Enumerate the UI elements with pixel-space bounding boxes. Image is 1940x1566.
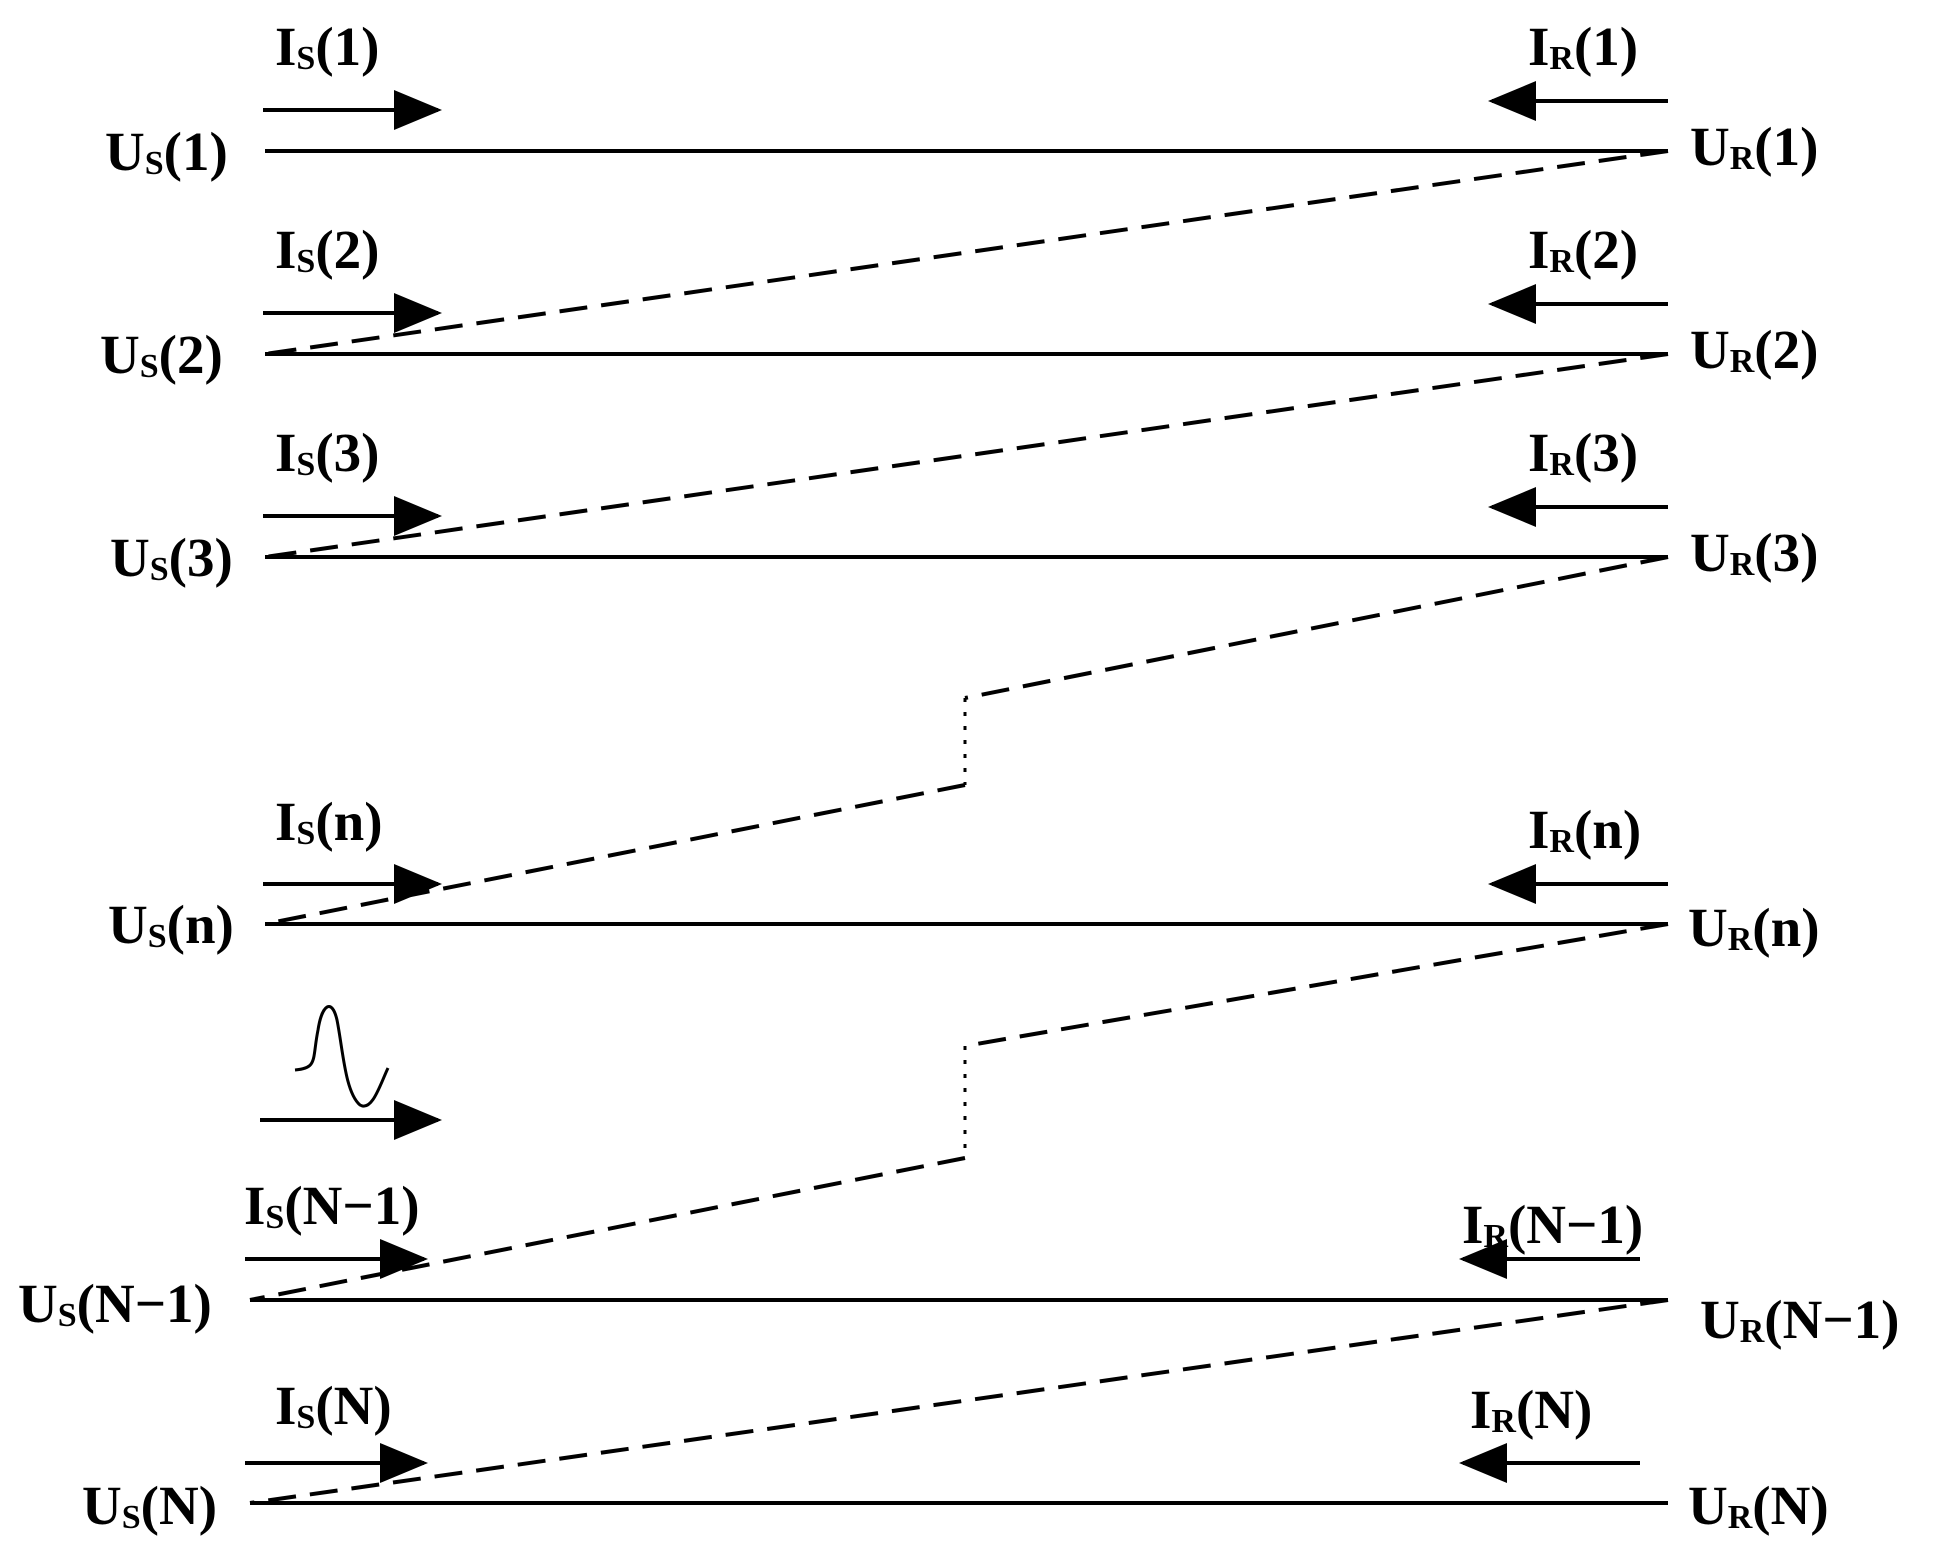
is-label-n-last: IS(N) xyxy=(275,1375,392,1436)
is-label-n: IS(n) xyxy=(275,791,383,852)
us-label-1: US(1) xyxy=(105,121,228,182)
ir-label-n-minus-1: IR(N−1) xyxy=(1462,1194,1643,1255)
is-label-n-minus-1: IS(N−1) xyxy=(244,1175,420,1236)
dashed-path-1-2 xyxy=(264,149,1669,356)
line-1: US(1) IS(1) IR(1) UR(1) xyxy=(105,16,1818,182)
dashed-path-gap-n xyxy=(264,783,966,926)
ir-label-n-last: IR(N) xyxy=(1470,1379,1592,1440)
dashed-path-2-3 xyxy=(264,352,1669,559)
dashed-path-n-gap xyxy=(964,922,1669,1048)
is-label-3: IS(3) xyxy=(275,422,379,483)
ur-label-1: UR(1) xyxy=(1690,116,1818,177)
wave-paths xyxy=(249,149,1669,1505)
us-label-n-last: US(N) xyxy=(82,1475,217,1536)
ir-label-2: IR(2) xyxy=(1528,219,1638,280)
ur-label-n-last: UR(N) xyxy=(1688,1475,1829,1536)
ur-label-n-minus-1: UR(N−1) xyxy=(1700,1289,1900,1350)
dashed-path-gap-n-minus-1 xyxy=(249,1156,966,1302)
line-n-minus-1: US(N−1) IS(N−1) IR(N−1) UR(N−1) xyxy=(18,1175,1900,1350)
line-n: US(n) IS(n) IR(n) UR(n) xyxy=(108,791,1820,958)
is-label-1: IS(1) xyxy=(275,16,379,77)
line-3: US(3) IS(3) IR(3) UR(3) xyxy=(110,422,1818,588)
is-label-2: IS(2) xyxy=(275,219,379,280)
ur-label-2: UR(2) xyxy=(1690,319,1818,380)
line-n-last: US(N) IS(N) IR(N) UR(N) xyxy=(82,1375,1829,1536)
ir-label-1: IR(1) xyxy=(1528,16,1638,77)
ur-label-3: UR(3) xyxy=(1690,522,1818,583)
ir-label-n: IR(n) xyxy=(1528,799,1641,860)
wave-pulse-icon xyxy=(294,1005,390,1108)
dashed-path-3-gap xyxy=(964,555,1669,700)
us-label-n-minus-1: US(N−1) xyxy=(18,1273,212,1334)
traveling-wave xyxy=(260,1005,442,1140)
line-2: US(2) IS(2) IR(2) UR(2) xyxy=(100,219,1818,385)
us-label-3: US(3) xyxy=(110,527,233,588)
us-label-n: US(n) xyxy=(108,894,234,955)
ir-label-3: IR(3) xyxy=(1528,422,1638,483)
ur-label-n: UR(n) xyxy=(1688,897,1820,958)
us-label-2: US(2) xyxy=(100,324,223,385)
dashed-path-n-minus-1-n xyxy=(249,1298,1669,1505)
